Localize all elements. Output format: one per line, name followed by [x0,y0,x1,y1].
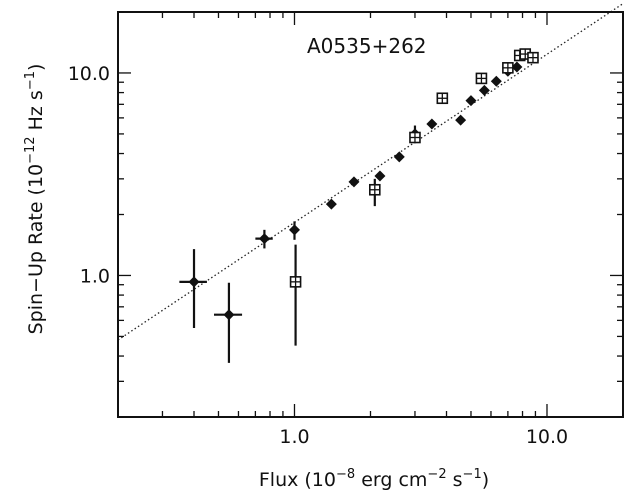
diamond-point [465,95,477,107]
diamond-point [188,276,200,288]
data-point-layer [188,48,539,321]
axis-ticks [117,11,624,418]
diamond-point [325,198,337,210]
boxed-plus-point [369,183,381,196]
fit-line [117,3,624,341]
x-tick-label: 10.0 [526,426,568,448]
plot-frame [117,11,624,418]
boxed-plus-point [409,131,421,144]
source-annotation: A0535+262 [307,34,427,58]
diamond-point [455,114,467,126]
tick-labels: 1.0 10.0 1.0 10.0 [68,63,568,448]
boxed-plus-point [475,72,488,85]
boxed-plus-point [436,92,449,105]
diamond-point [490,75,502,87]
diamond-point [223,309,235,321]
fit-line-layer [117,3,624,341]
y-tick-label: 10.0 [68,63,110,85]
diamond-point [511,61,523,73]
y-axis-title: Spin−Up Rate (10−12 Hz s−1) [23,64,47,335]
diamond-point [478,84,490,96]
diamond-point [288,224,300,236]
x-tick-label: 1.0 [279,426,309,448]
error-bar-layer [179,125,417,363]
diamond-point [348,176,360,188]
boxed-plus-point [527,51,539,64]
diamond-point [426,118,438,130]
boxed-plus-point [289,276,302,288]
boxed-plus-point [502,62,514,74]
y-tick-label: 1.0 [80,265,110,287]
diamond-point [393,151,405,163]
x-axis-title: Flux (10−8 erg cm−2 s−1) [259,467,489,491]
diamond-point [258,233,270,245]
diamond-point [374,170,386,182]
